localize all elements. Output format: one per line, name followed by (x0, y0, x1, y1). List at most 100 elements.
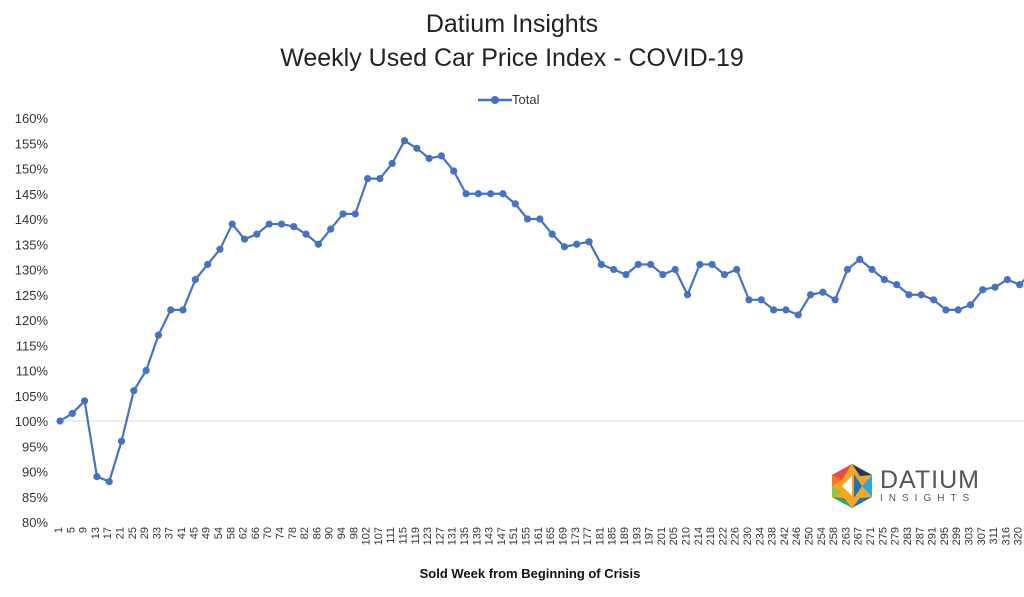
x-tick-label: 173 (570, 527, 582, 545)
data-point (204, 260, 212, 269)
data-point (770, 306, 778, 314)
data-point (339, 210, 347, 218)
logo-subtitle: INSIGHTS (880, 493, 976, 504)
data-point (942, 306, 950, 314)
x-tick-label: 5 (65, 527, 77, 533)
data-point (93, 472, 101, 481)
data-point (413, 144, 421, 152)
data-point (142, 366, 150, 375)
x-tick-label: 311 (988, 527, 1000, 545)
y-tick-label: 115% (16, 338, 49, 353)
data-point (277, 220, 286, 228)
x-tick-label: 271 (865, 527, 877, 545)
data-point (979, 286, 987, 294)
x-tick-label: 58 (225, 527, 237, 539)
y-tick-label: 100% (15, 414, 49, 429)
x-tick-label: 107 (373, 527, 385, 545)
x-tick-label: 263 (840, 527, 852, 545)
data-point (56, 417, 64, 425)
y-tick-label: 85% (22, 490, 48, 505)
data-point (216, 245, 224, 253)
data-point (733, 265, 741, 274)
data-point (167, 306, 175, 314)
data-point (400, 137, 409, 145)
data-point (868, 265, 876, 274)
data-point (634, 260, 642, 269)
data-point (806, 291, 815, 299)
x-tick-label: 242 (779, 527, 791, 545)
x-tick-label: 205 (668, 527, 680, 545)
x-tick-label: 201 (656, 527, 668, 545)
data-point (228, 220, 236, 228)
data-point (843, 265, 852, 274)
data-point (966, 301, 975, 309)
data-point (437, 152, 446, 160)
y-tick-label: 150% (15, 162, 49, 177)
x-tick-label: 62 (238, 527, 250, 539)
legend: Total (478, 92, 539, 107)
logo-hexagon-icon (832, 464, 872, 508)
data-point (757, 296, 765, 304)
x-tick-label: 135 (459, 527, 471, 545)
data-point (745, 296, 753, 304)
x-tick-label: 299 (951, 527, 963, 545)
x-tick-label: 181 (594, 527, 606, 545)
x-tick-label: 316 (1000, 527, 1012, 545)
data-point (720, 270, 729, 279)
y-tick-label: 80% (22, 515, 48, 530)
data-point (191, 276, 199, 284)
legend-marker (478, 95, 512, 104)
x-tick-label: 258 (828, 527, 840, 545)
x-tick-label: 222 (717, 527, 729, 545)
x-tick-label: 139 (471, 527, 483, 545)
data-point (105, 478, 113, 486)
data-point (450, 167, 458, 175)
data-point (671, 265, 679, 274)
x-tick-label: 21 (115, 527, 127, 539)
x-tick-label: 193 (631, 527, 643, 545)
data-point (376, 175, 384, 183)
x-tick-label: 70 (262, 527, 274, 539)
y-tick-label: 110% (16, 364, 49, 379)
data-point (929, 296, 938, 304)
data-point (646, 260, 655, 269)
x-tick-label: 37 (164, 527, 176, 539)
data-point (462, 190, 470, 198)
data-point (696, 260, 704, 269)
x-tick-label: 94 (336, 527, 348, 539)
data-point (610, 265, 618, 274)
x-tick-label: 307 (976, 527, 988, 545)
data-point (893, 281, 901, 289)
data-point (1003, 276, 1011, 284)
x-tick-label: 234 (754, 527, 766, 545)
x-tick-label: 230 (742, 527, 754, 545)
data-point (659, 270, 667, 279)
logo-name: DATIUM (880, 466, 980, 494)
data-point (327, 225, 335, 233)
x-tick-label: 177 (582, 527, 594, 545)
x-tick-label: 49 (201, 527, 213, 539)
x-tick-label: 279 (890, 527, 902, 545)
x-tick-label: 151 (508, 527, 520, 545)
chart-title: Datium Insights (425, 10, 599, 38)
data-point (548, 230, 556, 238)
data-point (265, 220, 273, 228)
x-tick-label: 33 (151, 527, 163, 539)
x-tick-label: 119 (410, 527, 422, 545)
x-tick-label: 66 (250, 527, 262, 539)
x-tick-label: 1 (53, 527, 65, 533)
x-tick-label: 165 (545, 527, 557, 545)
data-point (68, 409, 76, 418)
x-tick-label: 267 (853, 527, 865, 545)
x-tick-label: 320 (1013, 527, 1024, 545)
data-point (130, 387, 138, 395)
data-point (240, 235, 249, 243)
x-tick-label: 295 (939, 527, 951, 545)
data-point (683, 291, 692, 299)
x-axis-label: Sold Week from Beginning of Crisis (419, 566, 641, 581)
data-point (523, 215, 532, 223)
x-tick-label: 86 (311, 527, 323, 539)
x-tick-label: 29 (139, 527, 151, 539)
x-tick-label: 185 (607, 527, 619, 545)
x-tick-label: 226 (730, 527, 742, 545)
